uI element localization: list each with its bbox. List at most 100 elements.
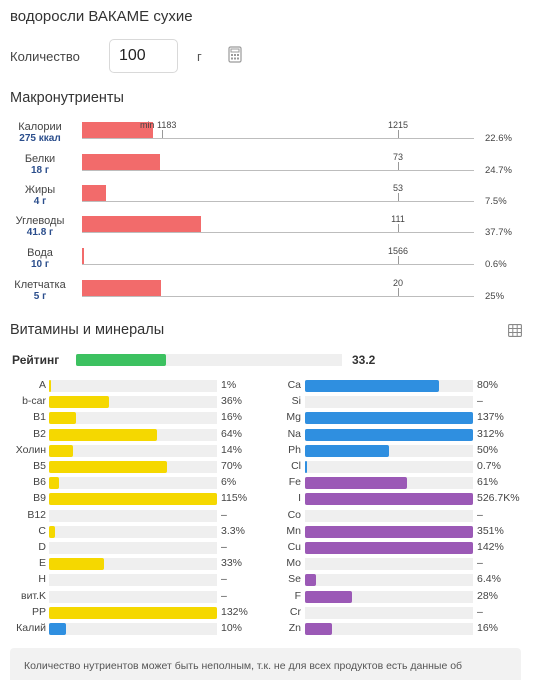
nutrient-bar-fill: [305, 623, 332, 635]
macro-norm-label: 1215: [387, 120, 409, 130]
calories-min-tick: [162, 130, 163, 138]
nutrient-name: Co: [287, 509, 301, 521]
nutrient-name: Mg: [286, 411, 301, 423]
product-title: водоросли ВАКАМЕ сухие: [10, 8, 193, 25]
macro-value: 4 г: [33, 196, 47, 207]
nutrient-percent: –: [477, 509, 483, 521]
nutrient-name: C: [38, 525, 46, 537]
macro-percent: 0.6%: [485, 259, 507, 270]
nutrient-name: H: [38, 573, 46, 585]
nutrient-bar-fill: [49, 607, 217, 619]
macro-name: Жиры: [24, 184, 56, 196]
nutrient-name: b-car: [22, 395, 46, 407]
macro-bar: [82, 154, 161, 170]
nutrient-bar: [305, 623, 473, 635]
nutrient-percent: 14%: [221, 444, 243, 456]
macro-axis-line: [82, 170, 474, 171]
nutrient-percent: 16%: [477, 622, 499, 634]
nutrient-bar-fill: [49, 493, 217, 505]
nutrient-name: B1: [33, 411, 46, 423]
nutrient-bar-fill: [305, 412, 473, 424]
nutrient-percent: 16%: [221, 411, 243, 423]
nutrient-name: Калий: [16, 622, 46, 634]
nutrient-bar: [305, 558, 473, 570]
nutrient-name: B5: [33, 460, 46, 472]
table-icon[interactable]: [508, 324, 522, 342]
macro-norm-label: 20: [392, 278, 404, 288]
macro-percent: 25%: [485, 291, 505, 302]
nutrient-name: Cr: [289, 606, 301, 618]
nutrient-bar-fill: [49, 461, 167, 473]
macro-name: Калории: [18, 121, 62, 133]
vitamins-title: Витамины и минералы: [10, 322, 165, 338]
macro-value: 275 ккал: [19, 133, 61, 144]
macro-bar: [82, 122, 154, 138]
macro-label: Калории 275 ккал: [4, 121, 76, 145]
nutrient-name: B6: [33, 476, 46, 488]
nutrient-bar: [305, 380, 473, 392]
nutrient-bar-fill: [49, 412, 76, 424]
nutrient-bar: [49, 591, 217, 603]
nutrient-bar: [49, 574, 217, 586]
nutrient-bar-fill: [305, 591, 353, 603]
nutrient-percent: 70%: [221, 460, 243, 472]
macro-value: 5 г: [33, 291, 47, 302]
nutrient-bar: [305, 574, 473, 586]
macro-bar: [82, 248, 84, 264]
quantity-input[interactable]: [109, 39, 178, 73]
macro-norm-tick: [398, 224, 399, 232]
nutrient-bar-fill: [305, 574, 316, 586]
macro-name: Углеводы: [15, 215, 65, 227]
nutrient-percent: –: [477, 395, 483, 407]
nutrient-name: B2: [33, 428, 46, 440]
nutrient-percent: 6%: [221, 476, 237, 488]
macro-norm-tick: [398, 256, 399, 264]
macro-name: Вода: [27, 247, 53, 259]
nutrient-name: PP: [31, 606, 46, 618]
nutrient-name: F: [294, 590, 301, 602]
macro-norm-label: 111: [391, 214, 405, 224]
macro-bar: [82, 216, 202, 232]
macro-name: Белки: [24, 153, 56, 165]
nutrient-bar: [305, 542, 473, 554]
macro-bar: [82, 280, 161, 296]
macro-norm-tick: [398, 288, 399, 296]
nutrient-bar: [49, 607, 217, 619]
nutrient-percent: –: [477, 557, 483, 569]
nutrient-bar-fill: [305, 429, 473, 441]
nutrient-name: I: [298, 492, 301, 504]
nutrient-name: Cl: [291, 460, 301, 472]
nutrient-name: Холин: [15, 444, 46, 456]
nutrient-bar: [49, 380, 217, 392]
macro-percent: 37.7%: [485, 227, 512, 238]
nutrient-name: Fe: [288, 476, 301, 488]
macro-label: Углеводы 41.8 г: [4, 215, 76, 239]
nutrient-bar: [49, 526, 217, 538]
nutrient-bar: [49, 445, 217, 457]
nutrient-percent: 142%: [477, 541, 504, 553]
quantity-unit: г: [197, 49, 202, 64]
nutrient-bar: [49, 412, 217, 424]
nutrient-name: Se: [288, 573, 301, 585]
nutrient-bar-fill: [305, 445, 389, 457]
macro-axis-line: [82, 232, 474, 233]
macro-value: 18 г: [30, 165, 50, 176]
macros-title: Макронутриенты: [10, 90, 124, 106]
nutrient-bar: [305, 445, 473, 457]
calculator-icon[interactable]: [228, 46, 242, 68]
nutrient-bar: [49, 558, 217, 570]
nutrient-bar: [305, 510, 473, 522]
calories-min-label: min 1183: [140, 120, 177, 130]
nutrient-bar: [305, 461, 473, 473]
nutrient-name: Cu: [287, 541, 301, 553]
nutrient-bar: [305, 493, 473, 505]
nutrient-bar-fill: [49, 445, 73, 457]
macro-label: Жиры 4 г: [4, 184, 76, 208]
nutrient-bar: [305, 396, 473, 408]
nutrient-bar: [49, 542, 217, 554]
macro-label: Вода 10 г: [4, 247, 76, 271]
nutrient-bar-fill: [49, 623, 66, 635]
nutrient-bar: [305, 412, 473, 424]
nutrient-bar-fill: [305, 493, 473, 505]
nutrient-percent: 6.4%: [477, 573, 501, 585]
